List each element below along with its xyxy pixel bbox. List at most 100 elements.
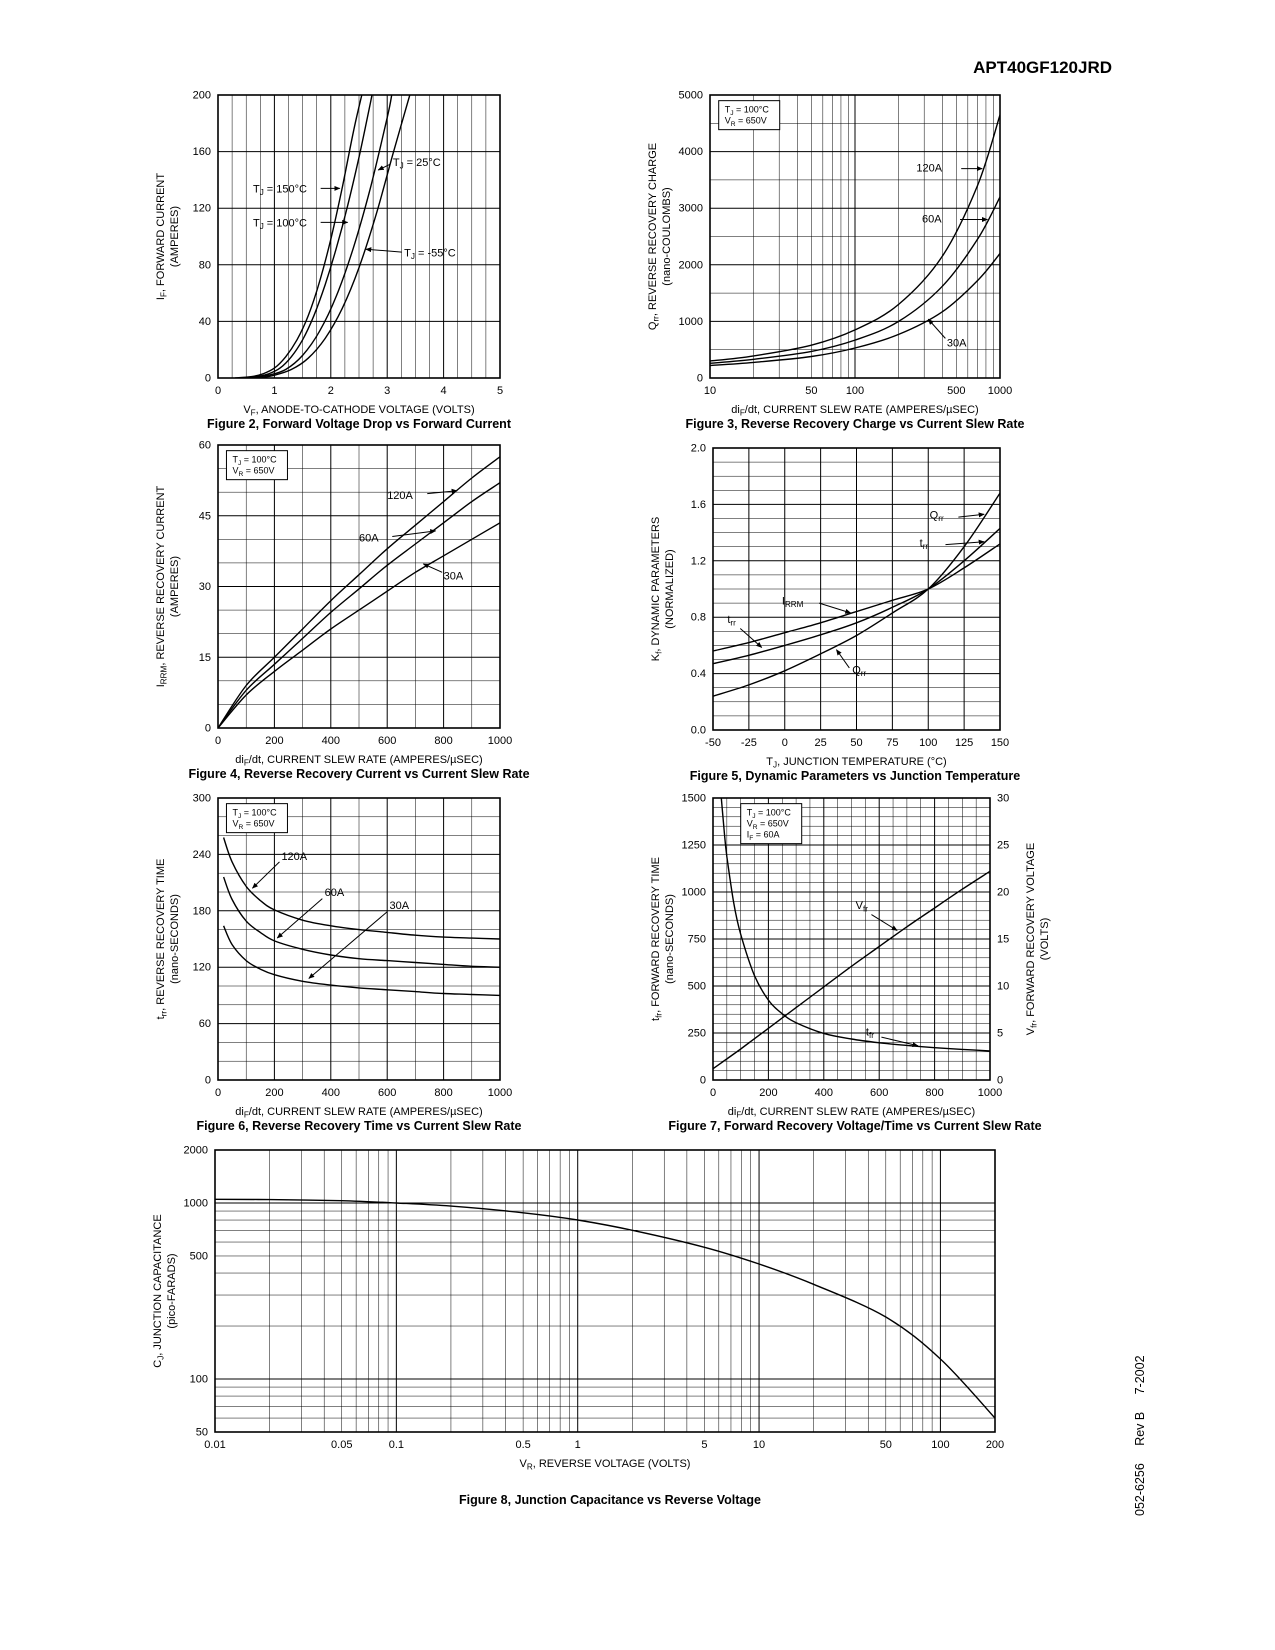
svg-text:750: 750 xyxy=(688,934,706,946)
svg-text:120A: 120A xyxy=(281,851,307,863)
svg-text:0: 0 xyxy=(205,1075,211,1087)
svg-text:150: 150 xyxy=(991,737,1009,749)
svg-text:IF = 60A: IF = 60A xyxy=(747,830,780,843)
figure-5-chart: IRRM trr Qrr Qrr trr -50 -25 0 25 50 75 100 125 150 0.… xyxy=(650,443,1009,770)
svg-text:0.1: 0.1 xyxy=(389,1439,404,1451)
svg-text:60A: 60A xyxy=(922,213,942,225)
svg-text:1000: 1000 xyxy=(679,316,703,328)
svg-text:600: 600 xyxy=(378,735,396,747)
svg-text:tfr: tfr xyxy=(866,1027,874,1041)
svg-text:Vfr, FORWARD RECOVERY VOLTAGE: Vfr, FORWARD RECOVERY VOLTAGE xyxy=(1025,843,1039,1035)
svg-text:TJ = 25°C: TJ = 25°C xyxy=(393,157,441,171)
svg-text:75: 75 xyxy=(886,737,898,749)
svg-text:trr: trr xyxy=(727,614,736,628)
svg-text:800: 800 xyxy=(434,735,452,747)
svg-text:(nano-SECONDS): (nano-SECONDS) xyxy=(169,894,181,984)
svg-text:-50: -50 xyxy=(705,737,721,749)
svg-text:400: 400 xyxy=(322,1087,340,1099)
part-number-title: APT40GF120JRD xyxy=(973,58,1112,77)
svg-text:80: 80 xyxy=(199,259,211,271)
svg-text:trr, REVERSE RECOVERY TIME: trr, REVERSE RECOVERY TIME xyxy=(155,859,169,1020)
svg-text:TJ = 150°C: TJ = 150°C xyxy=(253,184,307,198)
svg-text:30A: 30A xyxy=(444,570,464,582)
svg-text:500: 500 xyxy=(688,981,706,993)
svg-text:1500: 1500 xyxy=(682,793,706,805)
svg-text:500: 500 xyxy=(190,1250,208,1262)
svg-text:600: 600 xyxy=(378,1087,396,1099)
svg-text:200: 200 xyxy=(265,1087,283,1099)
svg-text:200: 200 xyxy=(193,90,211,102)
svg-text:0: 0 xyxy=(215,1087,221,1099)
svg-text:(NORMALIZED): (NORMALIZED) xyxy=(664,549,676,628)
svg-text:400: 400 xyxy=(815,1087,833,1099)
svg-text:15: 15 xyxy=(997,934,1009,946)
figure-8-chart: 0.01 0.05 0.1 0.5 1 5 10 50 100 200 50 100 500 1000 20… xyxy=(152,1145,1004,1472)
svg-text:500: 500 xyxy=(947,385,965,397)
svg-text:-25: -25 xyxy=(741,737,757,749)
svg-text:VR = 650V: VR = 650V xyxy=(232,466,274,479)
svg-text:VF, ANODE-TO-CATHODE VOLTAGE (: VF, ANODE-TO-CATHODE VOLTAGE (VOLTS) xyxy=(243,404,474,418)
svg-text:IRRM, REVERSE RECOVERY CURRENT: IRRM, REVERSE RECOVERY CURRENT xyxy=(155,485,169,687)
figure-3-chart: TJ = 100°CVR = 650V 120A 60A 30A 10 50 100 500 1… xyxy=(647,90,1012,418)
svg-text:1000: 1000 xyxy=(682,887,706,899)
svg-text:50: 50 xyxy=(850,737,862,749)
svg-text:60: 60 xyxy=(199,1018,211,1030)
svg-text:0.5: 0.5 xyxy=(515,1439,530,1451)
svg-text:30: 30 xyxy=(199,581,211,593)
svg-text:1250: 1250 xyxy=(682,840,706,852)
svg-text:1.2: 1.2 xyxy=(691,555,706,567)
svg-text:25: 25 xyxy=(815,737,827,749)
svg-text:(AMPERES): (AMPERES) xyxy=(169,206,181,267)
svg-text:TJ = 100°C: TJ = 100°C xyxy=(232,455,277,468)
svg-text:120A: 120A xyxy=(387,490,413,502)
svg-text:2000: 2000 xyxy=(184,1145,208,1157)
svg-text:Qrr: Qrr xyxy=(930,510,944,524)
svg-text:120: 120 xyxy=(193,203,211,215)
svg-text:trr: trr xyxy=(920,538,929,552)
svg-text:0.0: 0.0 xyxy=(691,725,706,737)
svg-text:1000: 1000 xyxy=(988,385,1012,397)
svg-text:Vfr: Vfr xyxy=(856,900,869,914)
svg-text:125: 125 xyxy=(955,737,973,749)
svg-text:0: 0 xyxy=(215,385,221,397)
svg-text:60: 60 xyxy=(199,440,211,452)
svg-text:3: 3 xyxy=(384,385,390,397)
svg-text:45: 45 xyxy=(199,510,211,522)
figure-3-caption: Figure 3, Reverse Recovery Charge vs Cur… xyxy=(685,417,1025,431)
svg-text:0: 0 xyxy=(782,737,788,749)
svg-text:5: 5 xyxy=(997,1028,1003,1040)
figure-8-caption: Figure 8, Junction Capacitance vs Revers… xyxy=(459,1493,761,1507)
svg-text:10: 10 xyxy=(753,1439,765,1451)
svg-text:800: 800 xyxy=(434,1087,452,1099)
figure-6-caption: Figure 6, Reverse Recovery Time vs Curre… xyxy=(196,1119,522,1133)
svg-text:0: 0 xyxy=(997,1075,1003,1087)
svg-text:30A: 30A xyxy=(389,900,409,912)
svg-text:diF/dt, CURRENT SLEW RATE (AMP: diF/dt, CURRENT SLEW RATE (AMPERES/µSEC) xyxy=(235,1106,482,1120)
svg-text:(VOLTS): (VOLTS) xyxy=(1039,918,1051,961)
svg-text:2000: 2000 xyxy=(679,259,703,271)
svg-text:200: 200 xyxy=(986,1439,1004,1451)
svg-text:50: 50 xyxy=(196,1427,208,1439)
svg-text:TJ = -55°C: TJ = -55°C xyxy=(404,247,456,261)
svg-text:1.6: 1.6 xyxy=(691,499,706,511)
svg-text:5: 5 xyxy=(701,1439,707,1451)
svg-text:30A: 30A xyxy=(947,337,967,349)
svg-text:400: 400 xyxy=(322,735,340,747)
svg-text:120: 120 xyxy=(193,962,211,974)
figure-4-caption: Figure 4, Reverse Recovery Current vs Cu… xyxy=(188,767,530,781)
figure-5-caption: Figure 5, Dynamic Parameters vs Junction… xyxy=(689,769,1021,783)
svg-text:(nano-COULOMBS): (nano-COULOMBS) xyxy=(661,187,673,285)
svg-text:0.8: 0.8 xyxy=(691,612,706,624)
svg-text:180: 180 xyxy=(193,905,211,917)
svg-text:TJ = 100°C: TJ = 100°C xyxy=(253,218,307,232)
svg-text:100: 100 xyxy=(846,385,864,397)
svg-text:diF/dt, CURRENT SLEW RATE (AMP: diF/dt, CURRENT SLEW RATE (AMPERES/µSEC) xyxy=(731,404,978,418)
svg-text:240: 240 xyxy=(193,849,211,861)
svg-text:50: 50 xyxy=(880,1439,892,1451)
svg-text:IRRM: IRRM xyxy=(782,596,804,610)
svg-text:TJ = 100°C: TJ = 100°C xyxy=(725,105,770,118)
